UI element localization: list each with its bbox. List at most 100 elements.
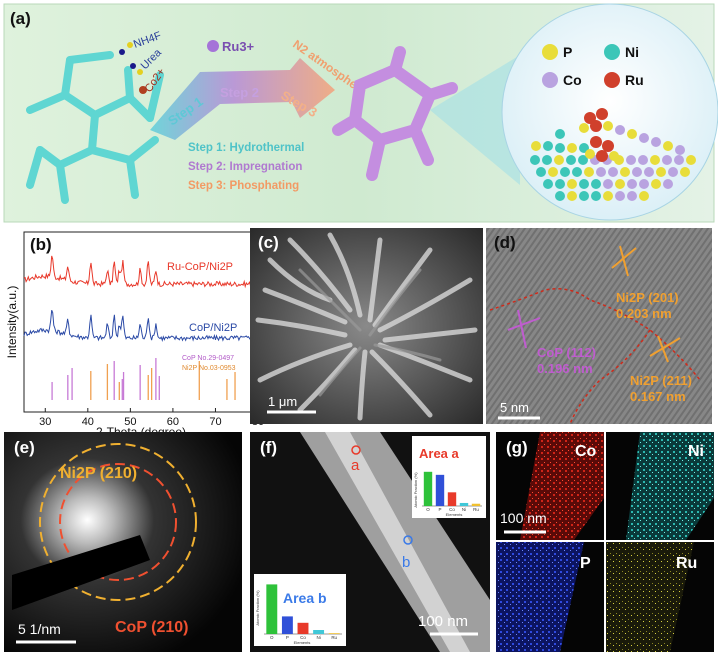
lattice-marker-ni2p-201 — [611, 245, 637, 277]
series-label-cop: CoP/Ni2P — [189, 322, 237, 334]
nanostructure-lattice-icon — [26, 51, 164, 204]
process-arrow-icon — [150, 58, 335, 140]
xrd-x-tick-label: 30 — [39, 416, 51, 428]
inset-bar-co — [447, 492, 457, 506]
panel-g: Co Ni P Ru 100 nm (g) — [496, 432, 714, 652]
ring-ni2p-210 — [39, 443, 197, 601]
legend-ru-label: Ru — [625, 72, 644, 88]
eds-map-p — [496, 542, 584, 652]
panel-f-label: (f) — [260, 438, 277, 457]
inset-element-label: Ni — [316, 635, 320, 640]
annot-ni2p-201-d: 0.203 nm — [616, 306, 672, 321]
eds-label-ru: Ru — [676, 555, 697, 572]
point-a-marker — [351, 445, 361, 455]
inset-a-xlabel: Elements — [446, 512, 463, 517]
point-a-label: a — [351, 457, 360, 474]
annot-cop-112: CoP (112) — [537, 345, 596, 360]
xrd-x-tick-label: 40 — [82, 416, 94, 428]
inset-b-xlabel: Elements — [294, 640, 311, 645]
panel-g-label: (g) — [506, 438, 528, 457]
panel-d-label: (d) — [494, 233, 516, 252]
inset-element-label: O — [270, 635, 274, 640]
annot-ni2p-211-d: 0.167 nm — [630, 389, 686, 404]
legend-co-label: Co — [563, 72, 582, 88]
step2-arrow-label: Step 2 — [220, 85, 259, 100]
panel-e: Ni2P (210) CoP (210) 5 1/nm (e) — [4, 432, 242, 652]
reagent-molecules-icon — [119, 42, 147, 94]
hrtem-image — [486, 228, 712, 424]
ru-label: Ru3+ — [222, 39, 255, 54]
phase-boundary — [489, 288, 701, 425]
inset-a-title: Area a — [419, 446, 460, 461]
inset-element-label: O — [426, 507, 430, 512]
inset-b-ylabel: Atomic Fraction (%) — [255, 590, 260, 626]
inset-a-bars: O P Co Ni Ru — [422, 471, 482, 512]
xrd-series-cop-ni2p — [23, 310, 259, 342]
inset-bar-p — [281, 616, 293, 634]
beam-stopper — [12, 535, 150, 610]
inset-element-label: Co — [449, 507, 455, 512]
inset-bar-o — [423, 471, 433, 506]
eds-label-ni: Ni — [688, 443, 704, 460]
legend-ni-icon — [604, 44, 620, 60]
legend-p-label: P — [563, 44, 572, 60]
step3-description: Step 3: Phosphating — [188, 180, 299, 192]
inset-bar-co — [297, 622, 309, 634]
annot-ni2p-201: Ni2P (201) — [616, 290, 679, 305]
legend-ru-icon — [604, 72, 620, 88]
sem-nanowires — [255, 232, 478, 421]
ref-label-cop: CoP No.29-0497 — [182, 355, 234, 362]
ru-ion-icon — [207, 40, 219, 52]
legend-p-icon — [542, 44, 558, 60]
panel-d: Ni2P (201) 0.203 nm CoP (112) 0.196 nm N… — [486, 228, 712, 425]
inset-a-ylabel: Atomic Fraction (%) — [413, 472, 418, 508]
panel-b-label: (b) — [30, 235, 52, 254]
lattice-marker-ni2p-211 — [649, 335, 681, 363]
lattice-marker-cop-112 — [507, 309, 541, 349]
hrtem-scale-label: 5 nm — [500, 400, 529, 415]
legend-ni-label: Ni — [625, 44, 639, 60]
panel-a-label: (a) — [10, 9, 31, 28]
xrd-x-tick-label: 50 — [124, 416, 136, 428]
point-b-label: b — [402, 554, 410, 571]
inset-element-label: Ni — [462, 507, 466, 512]
ref-label-ni2p: Ni2P No.03-0953 — [182, 365, 236, 372]
ring-label-ni2p: Ni2P (210) — [60, 465, 137, 482]
inset-area-b: Area b O P Co Ni Ru Atomic Fraction (%) Elem… — [254, 574, 346, 646]
inset-element-label: P — [286, 635, 289, 640]
ring-label-cop: CoP (210) — [115, 619, 189, 636]
inset-bar-ni — [459, 502, 469, 506]
inset-element-label: Ru — [331, 635, 337, 640]
inset-area-a: Area a O P Co Ni Ru Atomic Fraction (%) Elem… — [412, 436, 486, 518]
panel-a: NH4F Urea Co2+ Ru3+ N2 atmosphere Step 1… — [3, 3, 718, 223]
inset-bar-o — [266, 584, 278, 634]
series-label-ru-cop: Ru-CoP/Ni2P — [167, 261, 233, 273]
annot-cop-112-d: 0.196 nm — [537, 361, 593, 376]
atomic-model-bubble: P Ni Co Ru — [501, 3, 718, 221]
point-b-marker — [403, 535, 413, 545]
product-nanostructure-icon — [332, 46, 458, 181]
saed-scale-label: 5 1/nm — [18, 621, 61, 637]
inset-element-label: Ru — [473, 507, 479, 512]
annot-ni2p-211: Ni2P (211) — [630, 373, 692, 388]
sem-scale-label: 1 μm — [268, 394, 297, 409]
inset-bar-p — [435, 474, 445, 506]
atom-lattice — [530, 108, 696, 201]
eds-label-co: Co — [575, 443, 597, 460]
panel-f: a b Area a O P Co Ni Ru Atomic Fraction (%) … — [250, 432, 490, 652]
panel-b: 304050607080 (b) Ru-CoP/Ni2P CoP/Ni2P Co… — [5, 231, 264, 439]
stem-scale-label: 100 nm — [418, 613, 468, 630]
ring-cop-210 — [59, 463, 177, 581]
step2-description: Step 2: Impregnation — [188, 161, 302, 173]
inset-b-title: Area b — [283, 590, 327, 606]
inset-bar-ni — [313, 630, 325, 634]
zoom-cone — [430, 55, 520, 185]
inset-element-label: P — [438, 507, 441, 512]
inset-b-bars: O P Co Ni Ru — [264, 584, 342, 640]
eds-label-p: P — [580, 555, 591, 572]
panel-c: 1 μm (c) — [250, 228, 483, 424]
xrd-plot-area: 304050607080 — [23, 255, 264, 428]
step1-description: Step 1: Hydrothermal — [188, 142, 304, 154]
xrd-plot-frame — [23, 231, 259, 413]
